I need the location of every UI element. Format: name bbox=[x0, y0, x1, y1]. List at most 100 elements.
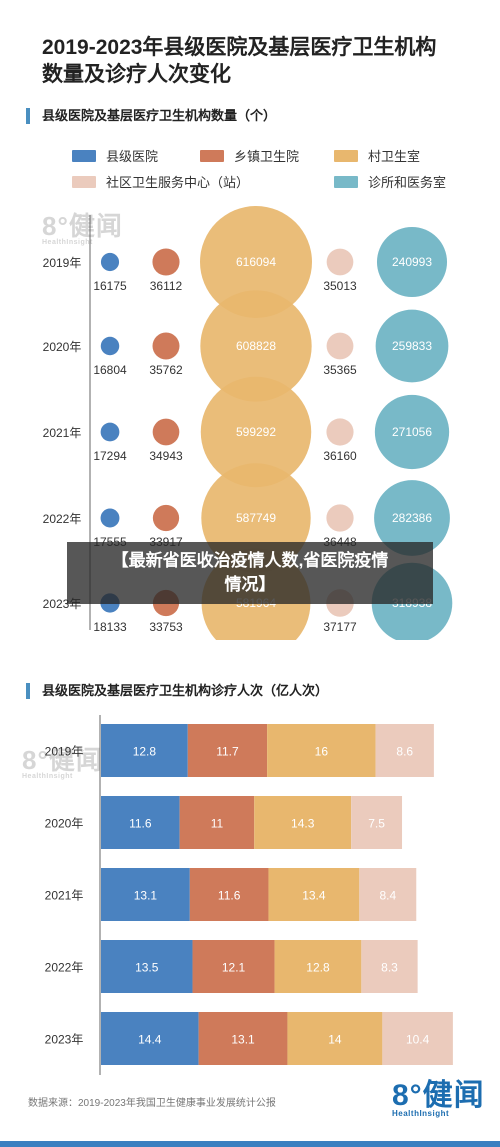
bar-value-label: 8.4 bbox=[379, 889, 396, 903]
headline-banner[interactable]: 【最新省医收治疫情人数,省医院疫情 情况】 bbox=[67, 542, 433, 604]
bar-value-label: 13.5 bbox=[135, 961, 159, 975]
bar-segment-2-4 bbox=[192, 940, 275, 993]
bubble-5-4 bbox=[374, 480, 450, 556]
bar-segment-1-3 bbox=[101, 868, 190, 921]
legend-swatch bbox=[72, 149, 96, 162]
legend-item-2: 乡镇卫生院 bbox=[200, 146, 299, 164]
bubble-year-label: 2020年 bbox=[43, 340, 82, 354]
bar-year-label: 2022年 bbox=[45, 961, 84, 975]
bubble-value-label: 34943 bbox=[149, 449, 183, 463]
bar-year-label: 2023年 bbox=[45, 1033, 84, 1047]
bar-value-label: 12.8 bbox=[306, 961, 330, 975]
bubble-value-label: 16175 bbox=[93, 279, 127, 293]
bubble-value-label: 37177 bbox=[323, 620, 357, 634]
bubble-value-label: 259833 bbox=[392, 339, 432, 353]
bar-value-label: 13.1 bbox=[134, 889, 158, 903]
bar-segment-2-1 bbox=[187, 724, 268, 777]
brand-logo-text: 8°健闻 bbox=[392, 1079, 485, 1112]
watermark-middle: 8°健闻 HealthInsight bbox=[22, 740, 103, 780]
bubble-value-label: 35013 bbox=[323, 279, 357, 293]
bubble-1-2 bbox=[100, 336, 120, 356]
bar-segment-1-1 bbox=[101, 724, 188, 777]
bar-value-label: 11.7 bbox=[216, 745, 239, 759]
bar-segment-1-5 bbox=[101, 1012, 199, 1065]
bubble-3-3 bbox=[200, 376, 312, 488]
bar-segment-3-4 bbox=[274, 940, 362, 993]
bar-value-label: 14.3 bbox=[291, 817, 315, 831]
bubble-2-4 bbox=[152, 504, 180, 532]
legend-swatch bbox=[334, 175, 358, 188]
legend-swatch bbox=[334, 149, 358, 162]
bar-segment-4-2 bbox=[351, 796, 403, 849]
bubble-2-3 bbox=[152, 418, 180, 446]
bubble-2-2 bbox=[152, 332, 180, 360]
bar-segment-1-2 bbox=[101, 796, 180, 849]
stacked-bar-chart: 2019年 12.8 11.7 16 8.6 2020年 11.6 11 14.3 7.5 2021… bbox=[45, 715, 453, 1075]
bubble-value-label: 16804 bbox=[93, 363, 127, 377]
bar-segment-2-2 bbox=[179, 796, 255, 849]
legend-swatch bbox=[72, 175, 96, 188]
bar-segment-3-5 bbox=[287, 1012, 383, 1065]
bubble-2-1 bbox=[152, 248, 180, 276]
bar-segment-2-5 bbox=[198, 1012, 288, 1065]
bubble-year-label: 2022年 bbox=[43, 512, 82, 526]
bar-year-label: 2020年 bbox=[45, 817, 84, 831]
brand-logo: 8°健闻 HealthInsight bbox=[392, 1079, 485, 1119]
bubble-value-label: 608828 bbox=[236, 339, 276, 353]
bubble-4-2 bbox=[326, 332, 354, 360]
bubble-3-1 bbox=[200, 206, 312, 318]
bubble-4-4 bbox=[326, 504, 354, 532]
bar-value-label: 12.8 bbox=[133, 745, 157, 759]
title-line-2: 数量及诊疗人次变化 bbox=[42, 63, 231, 86]
bubble-4-3 bbox=[326, 418, 354, 446]
bubble-value-label: 599292 bbox=[236, 425, 276, 439]
brand-logo-subtext: HealthInsight bbox=[392, 1109, 450, 1118]
legend-label: 乡镇卫生院 bbox=[234, 149, 300, 164]
bubble-3-2 bbox=[200, 290, 312, 402]
bar-year-label: 2021年 bbox=[45, 889, 84, 903]
bubble-value-label: 36160 bbox=[323, 449, 357, 463]
bar-value-label: 8.6 bbox=[396, 745, 413, 759]
legend-item-5: 诊所和医务室 bbox=[334, 172, 446, 190]
bar-segment-4-3 bbox=[359, 868, 417, 921]
watermark-main-text-2: 8°健闻 bbox=[22, 745, 103, 775]
bubble-year-label: 2019年 bbox=[43, 256, 82, 270]
data-source-note: 数据来源：2019-2023年我国卫生健康事业发展统计公报 bbox=[28, 1098, 276, 1109]
banner-line-2: 情况】 bbox=[224, 575, 276, 594]
bar-segment-4-5 bbox=[382, 1012, 453, 1065]
bar-segment-2-3 bbox=[189, 868, 269, 921]
bottom-accent-bar bbox=[0, 1141, 500, 1147]
bar-value-label: 16 bbox=[315, 745, 329, 759]
bubble-5-2 bbox=[375, 309, 449, 383]
watermark-top: 8°健闻 HealthInsight bbox=[42, 206, 123, 246]
bar-year-label: 2019年 bbox=[45, 745, 84, 759]
bubble-1-4 bbox=[100, 508, 120, 528]
bar-value-label: 12.1 bbox=[222, 961, 246, 975]
bubble-value-label: 35365 bbox=[323, 363, 357, 377]
banner-line-1: 【最新省医收治疫情人数,省医院疫情 bbox=[111, 551, 389, 570]
bar-value-label: 10.4 bbox=[406, 1033, 430, 1047]
bar-value-label: 14 bbox=[328, 1033, 342, 1047]
bar-value-label: 14.4 bbox=[138, 1033, 162, 1047]
bar-value-label: 11.6 bbox=[218, 889, 241, 903]
watermark-sub-text-2: HealthInsight bbox=[22, 773, 73, 780]
bar-value-label: 13.1 bbox=[231, 1033, 255, 1047]
bubble-1-1 bbox=[100, 252, 120, 272]
legend-label: 县级医院 bbox=[106, 149, 159, 164]
bubble-value-label: 17294 bbox=[93, 449, 127, 463]
bubble-5-1 bbox=[376, 226, 448, 298]
legend-label: 社区卫生服务中心（站） bbox=[106, 175, 250, 190]
bubble-value-label: 36112 bbox=[150, 279, 183, 293]
bubble-value-label: 271056 bbox=[392, 425, 432, 439]
bubble-4-1 bbox=[326, 248, 354, 276]
title-line-1: 2019-2023年县级医院及基层医疗卫生机构 bbox=[42, 36, 437, 59]
bubble-value-label: 587749 bbox=[236, 511, 276, 525]
watermark-sub-text: HealthInsight bbox=[42, 239, 93, 246]
legend-item-3: 村卫生室 bbox=[334, 146, 420, 164]
bar-segment-4-4 bbox=[361, 940, 418, 993]
bubble-value-label: 240993 bbox=[392, 255, 432, 269]
bubble-value-label: 18133 bbox=[93, 620, 127, 634]
bubble-1-3 bbox=[100, 422, 120, 442]
bubble-year-label: 2021年 bbox=[43, 426, 82, 440]
bar-segment-3-2 bbox=[254, 796, 352, 849]
